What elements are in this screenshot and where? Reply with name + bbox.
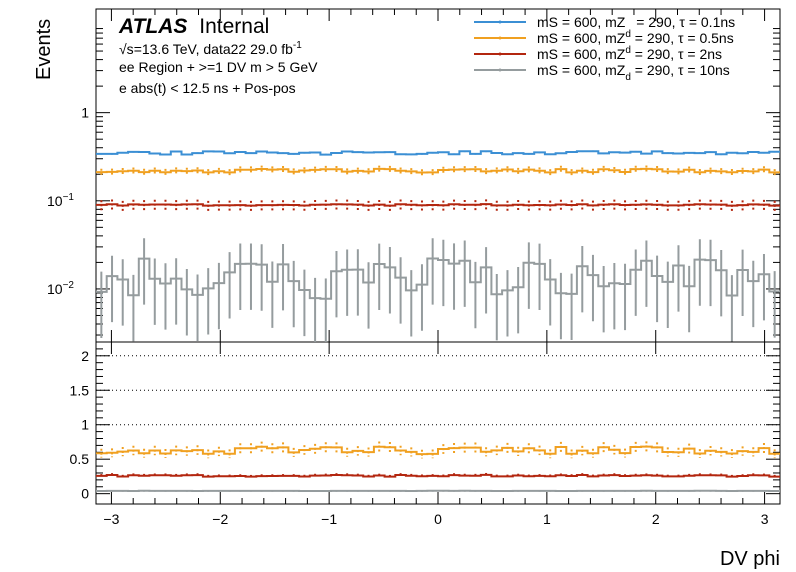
legend-label: mS = 600, mZ = 290, τ = 0.1ns — [537, 14, 735, 30]
selection-text: e abs(t) < 12.5 ns + Pos-pos — [119, 80, 296, 96]
legend-label-sub: d — [625, 45, 631, 56]
ratio-histogram-line — [96, 473, 780, 478]
ratio-series-959c9e — [96, 489, 780, 492]
x-tick-label: −2 — [212, 511, 228, 527]
legend-label-post: = 290, τ = 0.1ns — [632, 14, 735, 30]
legend-label: mS = 600, mZd = 290, τ = 10ns — [537, 62, 730, 83]
lumi-exponent: -1 — [293, 40, 302, 51]
ratio-y-tick-label: 0.5 — [70, 451, 90, 467]
x-tick-label: −1 — [321, 511, 337, 527]
legend-label-pre: mS = 600, mZ — [537, 46, 626, 62]
main-series-f0a020 — [96, 165, 780, 177]
main-y-tick-label: 10−1 — [47, 192, 74, 209]
main-y-tick-base: 10 — [47, 193, 63, 209]
legend-label-post: = 290, τ = 2ns — [631, 46, 722, 62]
legend-label-pre: mS = 600, mZ — [537, 30, 626, 46]
legend-label-post: = 290, τ = 0.5ns — [631, 30, 734, 46]
main-series-b3260f — [96, 199, 780, 211]
x-axis-title: DV phi — [720, 548, 780, 570]
main-histogram-line — [96, 257, 780, 300]
legend-label-pre: mS = 600, mZ — [537, 62, 626, 78]
main-series-group — [96, 150, 780, 342]
ratio-series-b3260f — [96, 472, 780, 479]
main-y-tick-label: 1 — [81, 105, 89, 121]
ratio-y-tick-label: 1 — [81, 417, 89, 433]
main-histogram-line — [96, 203, 780, 207]
x-tick-label: −3 — [103, 511, 119, 527]
legend-marker — [498, 36, 502, 40]
main-histogram-line — [96, 167, 780, 174]
y-axis-title: Events — [33, 19, 55, 80]
main-y-tick-label: 10−2 — [47, 280, 74, 297]
main-y-tick-exponent: −1 — [63, 192, 75, 203]
ratio-y-ticks: 0 0.5 1 1.5 2 — [70, 348, 780, 502]
ratio-panel-frame — [95, 341, 781, 505]
main-series-3b8fd4 — [96, 150, 780, 156]
ratio-series-f0a020 — [96, 441, 780, 459]
x-tick-label: 2 — [652, 511, 660, 527]
main-histogram-line — [96, 150, 780, 156]
legend-label-sub: d — [625, 72, 631, 83]
main-y-tick-base: 1 — [81, 105, 89, 121]
x-tick-label: 1 — [543, 511, 551, 527]
legend-marker — [498, 68, 502, 72]
legend-label: mS = 600, mZd = 290, τ = 2ns — [537, 45, 722, 62]
main-y-tick-exponent: −2 — [63, 280, 75, 291]
legend-label-post: = 290, τ = 10ns — [631, 62, 730, 78]
ratio-y-tick-label: 2 — [81, 348, 89, 364]
main-y-tick-base: 10 — [47, 281, 63, 297]
ratio-histogram-line — [96, 445, 780, 456]
ratio-series-group — [96, 441, 780, 492]
legend-marker — [498, 20, 502, 24]
ratio-y-tick-label: 1.5 — [70, 382, 90, 398]
ratio-y-tick-label: 0 — [81, 486, 89, 502]
x-tick-label: 3 — [761, 511, 769, 527]
x-tick-label: 0 — [434, 511, 442, 527]
x-axis-ticks: −3 −2 −1 0 1 2 3 — [103, 9, 769, 527]
legend-marker — [498, 52, 502, 56]
atlas-logo-text: ATLAS — [118, 15, 187, 38]
legend-label-pre: mS = 600, mZ — [537, 14, 626, 30]
legend-label: mS = 600, mZd = 290, τ = 0.5ns — [537, 29, 734, 46]
sqrt-s-text: √s — [119, 41, 134, 57]
energy-lumi-rest: =13.6 TeV, data22 29.0 fb — [134, 41, 293, 57]
energy-lumi-text: √s=13.6 TeV, data22 29.0 fb-1 — [119, 40, 302, 57]
legend-label-sub: d — [625, 29, 631, 40]
atlas-label: ATLAS Internal — [118, 15, 269, 38]
region-text: ee Region + >=1 DV m > 5 GeV — [119, 59, 318, 75]
atlas-status-text: Internal — [199, 15, 269, 38]
main-series-959c9e — [96, 238, 780, 342]
